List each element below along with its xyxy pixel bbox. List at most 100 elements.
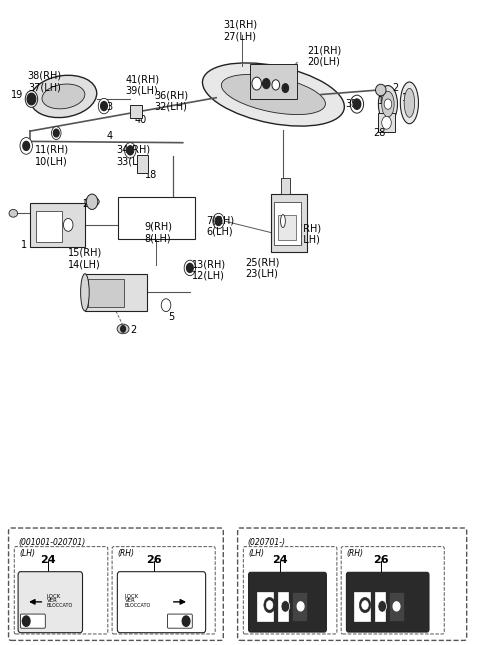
Circle shape <box>20 137 33 154</box>
Ellipse shape <box>281 215 285 228</box>
Bar <box>378 113 395 132</box>
Circle shape <box>66 222 71 228</box>
Text: LOCK: LOCK <box>47 593 61 599</box>
Text: 19: 19 <box>11 90 23 99</box>
Circle shape <box>53 129 59 137</box>
Text: 4: 4 <box>107 131 112 141</box>
FancyBboxPatch shape <box>168 614 192 628</box>
Bar <box>375 592 384 621</box>
Text: (RH): (RH) <box>117 548 134 557</box>
Ellipse shape <box>85 197 99 206</box>
Ellipse shape <box>9 210 18 217</box>
Text: 26: 26 <box>146 555 162 565</box>
Circle shape <box>215 217 222 226</box>
Text: (LH): (LH) <box>20 548 36 557</box>
Text: 11(RH)
10(LH): 11(RH) 10(LH) <box>35 144 69 166</box>
Text: 35: 35 <box>345 99 358 109</box>
Ellipse shape <box>400 82 419 124</box>
Circle shape <box>25 91 37 107</box>
Text: 13(RH)
12(LH): 13(RH) 12(LH) <box>192 259 227 281</box>
Ellipse shape <box>117 324 129 333</box>
Text: BLOCCATO: BLOCCATO <box>47 602 73 608</box>
Circle shape <box>124 143 136 158</box>
Circle shape <box>382 116 391 129</box>
FancyBboxPatch shape <box>9 528 223 640</box>
Ellipse shape <box>81 273 89 311</box>
Text: (RH): (RH) <box>347 548 363 557</box>
Bar <box>281 178 290 194</box>
Circle shape <box>23 141 30 150</box>
Circle shape <box>184 260 196 275</box>
Text: 26: 26 <box>373 555 389 565</box>
Bar <box>257 592 274 621</box>
FancyBboxPatch shape <box>117 571 205 633</box>
Circle shape <box>101 101 108 110</box>
Bar <box>118 197 195 239</box>
Text: 15(RH)
14(LH): 15(RH) 14(LH) <box>68 248 102 269</box>
Circle shape <box>182 616 190 626</box>
Circle shape <box>297 602 304 611</box>
Text: VER: VER <box>47 598 58 603</box>
Circle shape <box>353 99 361 109</box>
FancyBboxPatch shape <box>341 546 444 634</box>
Circle shape <box>127 146 133 155</box>
Text: LOCK: LOCK <box>124 593 139 599</box>
Text: 24: 24 <box>272 555 288 565</box>
Text: 30(RH)
29(LH): 30(RH) 29(LH) <box>288 223 322 244</box>
Ellipse shape <box>378 86 397 123</box>
Circle shape <box>263 79 270 89</box>
Bar <box>85 273 147 311</box>
Ellipse shape <box>203 63 344 126</box>
Circle shape <box>63 219 73 232</box>
Circle shape <box>161 299 171 312</box>
Text: 22: 22 <box>83 199 95 209</box>
FancyBboxPatch shape <box>238 528 467 640</box>
Circle shape <box>86 194 98 210</box>
Circle shape <box>360 597 371 613</box>
Ellipse shape <box>30 75 97 117</box>
Circle shape <box>51 126 61 139</box>
FancyBboxPatch shape <box>243 546 337 634</box>
Circle shape <box>384 119 389 126</box>
Ellipse shape <box>382 92 394 117</box>
Text: (001001-020701): (001001-020701) <box>18 538 85 547</box>
Circle shape <box>282 84 288 93</box>
Bar <box>88 279 124 307</box>
Text: 36(RH)
32(LH): 36(RH) 32(LH) <box>154 90 188 112</box>
Text: 1: 1 <box>21 241 26 250</box>
Bar <box>36 211 62 242</box>
FancyBboxPatch shape <box>18 571 83 633</box>
Ellipse shape <box>404 88 415 117</box>
Circle shape <box>393 602 400 611</box>
Text: 40: 40 <box>135 115 147 125</box>
Circle shape <box>120 326 125 332</box>
Circle shape <box>164 302 168 308</box>
Circle shape <box>98 99 110 114</box>
Bar <box>30 203 85 247</box>
Circle shape <box>384 99 392 109</box>
Circle shape <box>266 600 273 610</box>
Circle shape <box>213 213 224 229</box>
Text: 31(RH)
27(LH): 31(RH) 27(LH) <box>223 19 257 41</box>
FancyBboxPatch shape <box>347 572 429 632</box>
Bar <box>137 155 148 173</box>
Circle shape <box>23 616 30 626</box>
FancyBboxPatch shape <box>249 572 326 632</box>
Text: 18: 18 <box>144 170 157 180</box>
Circle shape <box>281 600 289 612</box>
Ellipse shape <box>42 84 85 109</box>
Text: 2: 2 <box>393 83 399 93</box>
Text: 2: 2 <box>130 325 136 335</box>
Text: VER: VER <box>124 598 135 603</box>
Ellipse shape <box>221 74 325 115</box>
Bar <box>275 202 300 246</box>
Bar <box>278 592 288 621</box>
Circle shape <box>252 77 262 90</box>
Text: (020701-): (020701-) <box>247 538 285 547</box>
Circle shape <box>187 263 193 272</box>
Bar <box>250 64 297 99</box>
Circle shape <box>350 95 364 113</box>
Circle shape <box>272 80 280 90</box>
Bar <box>354 592 370 621</box>
Text: 17: 17 <box>402 93 415 103</box>
